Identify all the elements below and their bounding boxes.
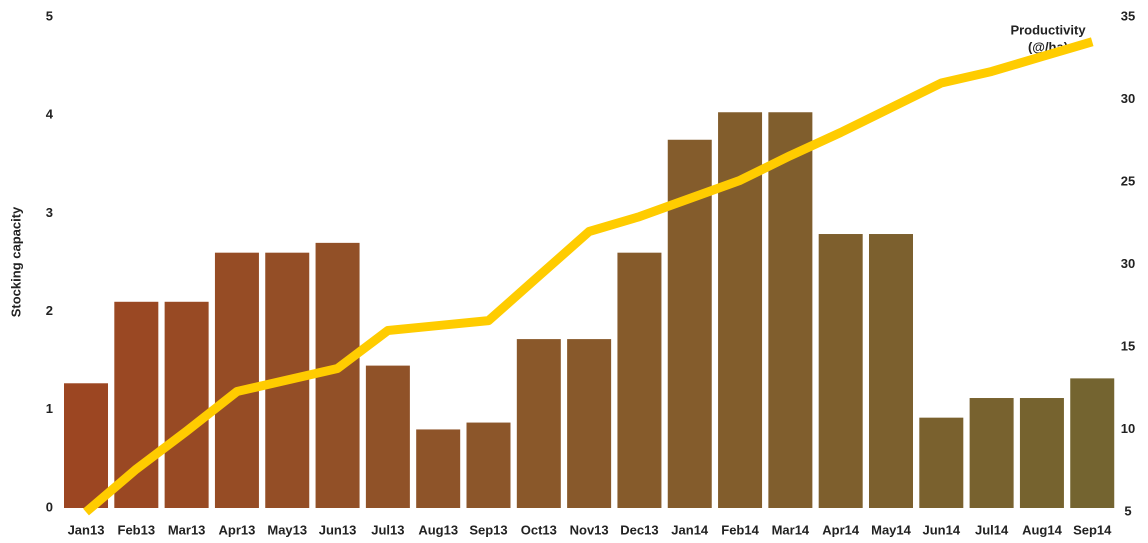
bar — [919, 417, 964, 508]
x-tick-label: Aug14 — [1022, 522, 1063, 537]
y2-axis-label: Productivity — [1010, 22, 1086, 37]
y-axis-label: Stocking capacity — [8, 206, 23, 317]
y2-tick-label: 35 — [1121, 8, 1135, 23]
y-tick-label: 0 — [46, 499, 53, 514]
bar — [617, 252, 662, 508]
bar — [516, 339, 561, 508]
y2-tick-label: 30 — [1121, 91, 1135, 106]
x-tick-label: Aug13 — [418, 522, 458, 537]
bar — [818, 234, 863, 508]
bar — [868, 234, 913, 508]
x-tick-label: Jan14 — [671, 522, 709, 537]
y-tick-label: 5 — [46, 8, 53, 23]
bar — [567, 339, 612, 508]
y-tick-label: 3 — [46, 205, 53, 220]
x-tick-label: Feb14 — [721, 522, 759, 537]
y-tick-label: 2 — [46, 303, 53, 318]
bar — [416, 429, 461, 508]
x-tick-label: Nov13 — [570, 522, 609, 537]
x-tick-label: Dec13 — [620, 522, 658, 537]
y2-tick-label: 25 — [1121, 173, 1135, 188]
x-tick-label: Mar14 — [772, 522, 810, 537]
x-tick-label: Sep14 — [1073, 522, 1112, 537]
x-tick-label: Jun13 — [319, 522, 357, 537]
bar — [214, 252, 259, 508]
y2-tick-label: 10 — [1121, 421, 1135, 436]
x-tick-label: May13 — [267, 522, 307, 537]
x-tick-label: Sep13 — [469, 522, 507, 537]
x-tick-label: Jun14 — [923, 522, 961, 537]
y2-tick-label: 15 — [1121, 338, 1135, 353]
x-tick-label: Apr13 — [219, 522, 256, 537]
bar — [969, 398, 1014, 508]
x-tick-label: Feb13 — [118, 522, 156, 537]
bar — [768, 112, 813, 508]
x-tick-label: Mar13 — [168, 522, 206, 537]
bar — [365, 365, 410, 508]
x-tick-label: May14 — [871, 522, 912, 537]
y2-tick-label: 30 — [1121, 256, 1135, 271]
x-tick-label: Jul13 — [371, 522, 404, 537]
bar — [64, 383, 109, 508]
x-tick-label: Apr14 — [822, 522, 860, 537]
y2-tick-label: 5 — [1124, 503, 1131, 518]
bar — [1019, 398, 1064, 508]
x-tick-label: Oct13 — [521, 522, 557, 537]
x-tick-label: Jul14 — [975, 522, 1009, 537]
bar — [1070, 378, 1115, 508]
y-tick-label: 1 — [46, 401, 53, 416]
line — [83, 37, 1094, 516]
bar — [164, 301, 209, 508]
bar — [466, 422, 511, 508]
y-tick-label: 4 — [46, 107, 54, 122]
x-tick-label: Jan13 — [68, 522, 105, 537]
